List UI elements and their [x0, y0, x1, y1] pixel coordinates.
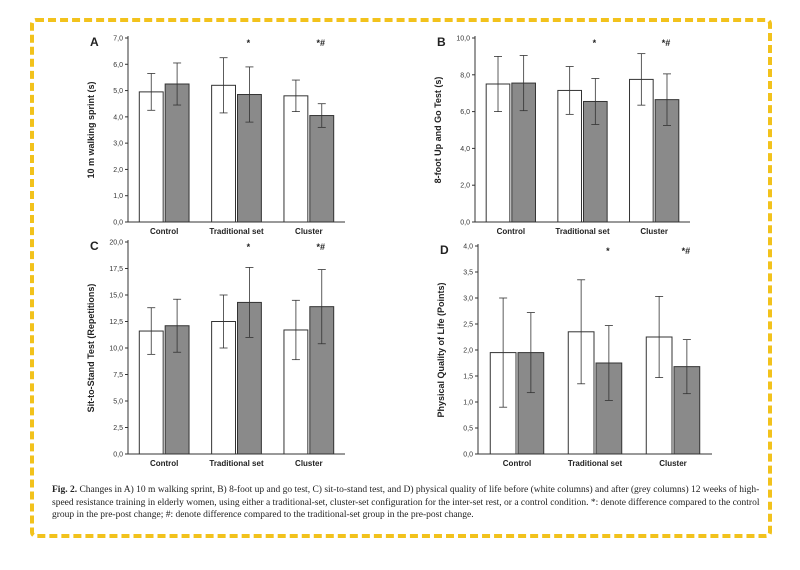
y-tick-label: 3,0 — [113, 141, 123, 148]
caption-text: Changes in A) 10 m walking sprint, B) 8-… — [52, 485, 760, 520]
y-tick-label: 10,0 — [109, 346, 123, 353]
y-tick-label: 20,0 — [109, 240, 123, 247]
y-tick-label: 2,5 — [113, 425, 123, 432]
significance-marker: * — [593, 38, 597, 48]
category-label: Cluster — [640, 227, 668, 236]
y-tick-label: 4,0 — [463, 244, 473, 251]
category-label: Traditional set — [568, 459, 623, 468]
significance-marker: * — [247, 38, 251, 48]
y-tick-label: 5,0 — [113, 399, 123, 406]
y-tick-label: 0,0 — [463, 452, 473, 459]
y-tick-label: 0,0 — [113, 452, 123, 459]
chart-panel-c: 0,0 2,5 5,0 7,5 10,0 12,5 15,0 17,5 20,0 C Sit-to-… — [86, 239, 345, 468]
category-label: Control — [150, 459, 178, 468]
significance-marker: * — [247, 242, 251, 252]
y-tick-label: 4,0 — [460, 146, 470, 153]
y-tick-label: 3,0 — [463, 296, 473, 303]
y-tick-label: 0,5 — [463, 426, 473, 433]
category-label: Control — [150, 227, 178, 236]
significance-marker: *# — [317, 38, 326, 48]
y-tick-label: 10,0 — [456, 36, 470, 43]
y-axis-label: 8-foot Up and Go Test (s) — [433, 77, 443, 184]
y-tick-label: 8,0 — [460, 72, 470, 79]
caption-label: Fig. 2. — [52, 485, 78, 495]
y-tick-label: 2,0 — [463, 348, 473, 355]
category-label: Traditional set — [555, 227, 610, 236]
category-label: Traditional set — [209, 459, 264, 468]
y-tick-label: 2,0 — [460, 183, 470, 190]
significance-marker: *# — [317, 242, 326, 252]
figure-caption: Fig. 2. Changes in A) 10 m walking sprin… — [52, 484, 762, 522]
y-axis-label: Sit-to-Stand Test (Repetitions) — [86, 284, 96, 413]
y-tick-label: 0,0 — [460, 220, 470, 227]
y-tick-label: 1,5 — [463, 374, 473, 381]
y-tick-label: 4,0 — [113, 114, 123, 121]
category-label: Control — [503, 459, 531, 468]
chart-panel-a: 0,0 1,0 2,0 3,0 4,0 5,0 6,0 7,0 A 10 m walking sp… — [86, 35, 345, 236]
chart-panel-b: 0,0 2,0 4,0 6,0 8,0 10,0 B 8-foot Up and Go Tes… — [433, 35, 690, 236]
y-tick-label: 5,0 — [113, 88, 123, 95]
y-tick-label: 3,5 — [463, 270, 473, 277]
panel-letter: B — [437, 35, 446, 49]
y-tick-label: 6,0 — [113, 62, 123, 69]
chart-panel-d: 0,0 0,5 1,0 1,5 2,0 2,5 3,0 3,5 4,0 D Physical Qua… — [436, 243, 712, 468]
category-label: Control — [497, 227, 525, 236]
bar-post — [309, 115, 335, 223]
category-label: Cluster — [295, 459, 323, 468]
y-tick-label: 12,5 — [109, 319, 123, 326]
significance-marker: *# — [682, 246, 691, 256]
y-tick-label: 1,0 — [463, 400, 473, 407]
y-axis-label: 10 m walking sprint (s) — [86, 81, 96, 178]
bar-pre — [138, 91, 164, 223]
y-tick-label: 1,0 — [113, 193, 123, 200]
category-label: Cluster — [659, 459, 687, 468]
significance-marker: * — [606, 246, 610, 256]
y-tick-label: 0,0 — [113, 220, 123, 227]
panel-letter: A — [90, 35, 99, 49]
significance-marker: *# — [662, 38, 671, 48]
y-tick-label: 2,5 — [463, 322, 473, 329]
y-axis-label: Physical Quality of Life (Points) — [436, 282, 446, 417]
category-label: Traditional set — [209, 227, 264, 236]
bar-pre — [283, 95, 309, 223]
y-tick-label: 17,5 — [109, 266, 123, 273]
y-tick-label: 15,0 — [109, 293, 123, 300]
y-tick-label: 2,0 — [113, 167, 123, 174]
category-label: Cluster — [295, 227, 323, 236]
panel-letter: C — [90, 239, 99, 253]
panel-letter: D — [440, 243, 449, 257]
y-tick-label: 7,5 — [113, 372, 123, 379]
y-tick-label: 7,0 — [113, 36, 123, 43]
y-tick-label: 6,0 — [460, 109, 470, 116]
